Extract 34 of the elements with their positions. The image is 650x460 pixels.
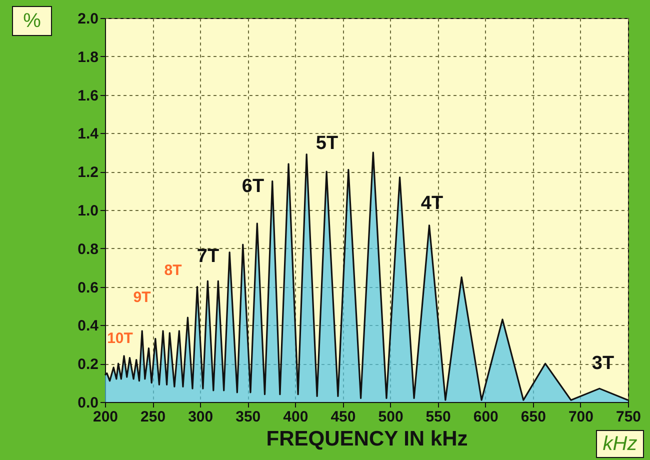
annotation: 9T bbox=[133, 289, 151, 306]
y-tick-label: 0.4 bbox=[78, 318, 100, 335]
y-tick-label: 0.8 bbox=[78, 240, 98, 258]
y-tick-label: 1.2 bbox=[78, 164, 98, 182]
annotation: 6T bbox=[242, 176, 264, 197]
y-tick-label: 0.2 bbox=[78, 356, 98, 374]
y-tick-label: 1.4 bbox=[78, 126, 100, 143]
x-tick-label: 500 bbox=[378, 408, 404, 426]
y-tick-label: 1.0 bbox=[78, 202, 98, 220]
y-tick-label: 0.0 bbox=[78, 394, 98, 412]
y-tick-label: 1.8 bbox=[78, 48, 98, 66]
x-tick-label: 750 bbox=[616, 408, 642, 426]
annotation: 3T bbox=[592, 353, 614, 374]
annotation: 8T bbox=[164, 262, 182, 279]
x-tick-label: 200 bbox=[92, 408, 118, 426]
x-tick-label: 700 bbox=[568, 408, 594, 426]
annotation: 4T bbox=[420, 193, 444, 214]
x-tick-label: 250 bbox=[140, 408, 166, 426]
x-tick-label: 550 bbox=[426, 408, 451, 426]
y-axis-title: % bbox=[12, 6, 52, 36]
y-tick-label: 1.6 bbox=[78, 87, 98, 104]
x-tick-label: 600 bbox=[473, 408, 498, 426]
x-tick-label: 650 bbox=[520, 408, 546, 426]
x-tick-label: 350 bbox=[236, 408, 261, 426]
x-tick-label: 300 bbox=[188, 408, 214, 426]
x-tick-label: 450 bbox=[330, 408, 356, 426]
annotation: 10T bbox=[107, 330, 133, 347]
x-tick-label: 400 bbox=[283, 408, 308, 426]
annotation: 7T bbox=[196, 246, 220, 267]
x-axis-title: FREQUENCY IN kHz bbox=[266, 428, 468, 450]
y-tick-label: 2.0 bbox=[78, 10, 98, 28]
annotation: 5T bbox=[316, 133, 338, 154]
text: kHz bbox=[596, 430, 644, 458]
y-tick-label: 0.6 bbox=[78, 279, 98, 296]
